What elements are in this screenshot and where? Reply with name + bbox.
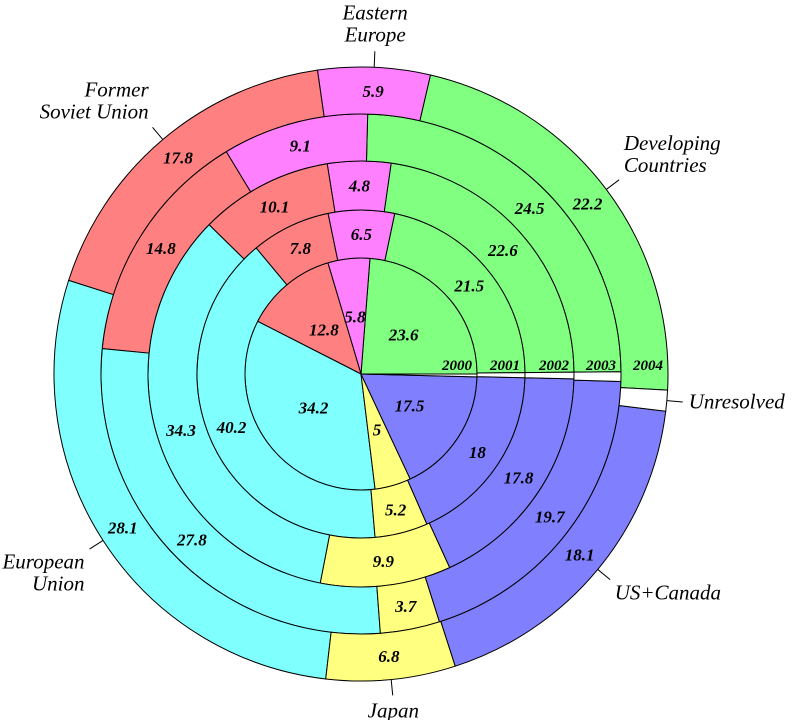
value-label-2002-dev: 22.6	[487, 241, 518, 260]
value-label-2000-us: 17.5	[395, 397, 425, 416]
slice-2004-un	[618, 387, 669, 412]
region-label-dev: Developing Countries	[623, 131, 721, 177]
value-label-2004-ee: 5.9	[363, 82, 385, 101]
value-label-2002-fsu: 10.1	[260, 198, 290, 217]
value-label-2002-jp: 9.9	[373, 552, 395, 571]
value-label-2000-fsu: 12.8	[309, 320, 339, 339]
region-label-un: Unresolved	[689, 390, 786, 414]
value-label-2002-eu: 34.3	[165, 421, 196, 440]
leader-jp	[390, 679, 394, 696]
year-label-2003: 2003	[585, 358, 617, 374]
value-label-2000-eu: 34.2	[298, 398, 329, 417]
value-label-2002-ee: 4.8	[348, 177, 371, 196]
value-label-2000-dev: 23.6	[388, 326, 419, 345]
region-label-fsu: Former Soviet Union	[40, 78, 150, 124]
value-label-2003-ee: 9.1	[290, 136, 311, 155]
year-labels-layer: 2000 2001 2002 2003 2004	[441, 358, 664, 374]
value-labels-layer: 23.6 5.8 12.8 34.2 5 17.5 21.5 6.5 7.8 40.2 5.2 18 2…	[107, 82, 603, 666]
year-label-2000: 2000	[441, 358, 473, 374]
value-label-2002-us: 17.8	[504, 469, 534, 488]
leader-un	[666, 400, 683, 403]
value-label-2003-eu: 27.8	[176, 530, 207, 549]
leader-eu	[89, 539, 104, 550]
leader-ee	[373, 51, 376, 68]
value-label-2000-jp: 5	[373, 421, 382, 440]
region-label-eu: European Union	[1, 549, 84, 595]
year-label-2004: 2004	[632, 358, 664, 374]
value-label-2004-fsu: 17.8	[163, 148, 193, 167]
value-label-2000-ee: 5.8	[344, 307, 366, 326]
leader-dev	[606, 179, 620, 190]
region-label-us: US+Canada	[615, 580, 721, 604]
value-label-2003-us: 19.7	[535, 507, 566, 526]
value-label-2003-jp: 3.7	[394, 597, 418, 616]
value-label-2004-eu: 28.1	[107, 519, 138, 538]
leader-fsu	[152, 126, 164, 140]
slices-layer	[53, 66, 669, 682]
leader-us	[597, 569, 611, 581]
value-label-2003-dev: 24.5	[514, 199, 545, 218]
value-label-2004-us: 18.1	[565, 545, 595, 564]
value-label-2001-eu: 40.2	[216, 418, 247, 437]
value-label-2001-ee: 6.5	[351, 225, 373, 244]
year-label-2002: 2002	[538, 358, 570, 374]
value-label-2001-us: 18	[469, 443, 487, 462]
year-label-2001: 2001	[489, 358, 520, 374]
region-label-jp: Japan	[368, 698, 419, 720]
value-label-2001-fsu: 7.8	[290, 239, 312, 258]
value-label-2001-jp: 5.2	[385, 501, 407, 520]
value-label-2003-fsu: 14.8	[146, 239, 176, 258]
region-label-ee: Eastern Europe	[341, 0, 407, 46]
value-label-2004-jp: 6.8	[378, 647, 400, 666]
value-label-2004-dev: 22.2	[572, 195, 603, 214]
value-label-2001-dev: 21.5	[453, 276, 484, 295]
